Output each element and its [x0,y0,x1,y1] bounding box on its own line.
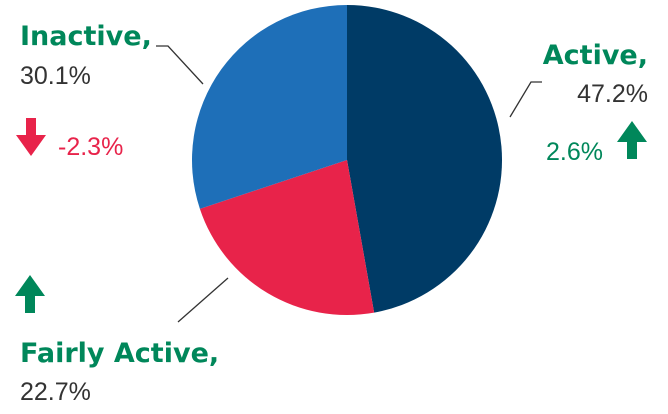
arrow-up-icon [15,275,45,313]
slice-label-active: Active, [543,40,648,71]
arrow-up-icon [617,121,647,159]
slice-change-active: 2.6% [546,138,603,166]
leader-line-active [509,81,542,118]
arrow-down-icon [16,118,46,156]
slice-change-inactive: -2.3% [58,133,123,161]
slice-value-active: 47.2% [577,80,648,108]
slice-label-fairly-active: Fairly Active, [20,338,219,369]
leader-line-fairly-active [177,277,229,323]
pie-slices [192,4,503,316]
slice-label-inactive: Inactive, [20,21,152,52]
pie-slice-active [347,4,503,313]
leader-line-inactive [156,45,204,85]
slice-value-fairly-active: 22.7% [20,378,91,406]
pie-slice-fairly-active [199,160,375,316]
slice-value-inactive: 30.1% [20,62,91,90]
pie-slice-inactive [192,5,347,209]
